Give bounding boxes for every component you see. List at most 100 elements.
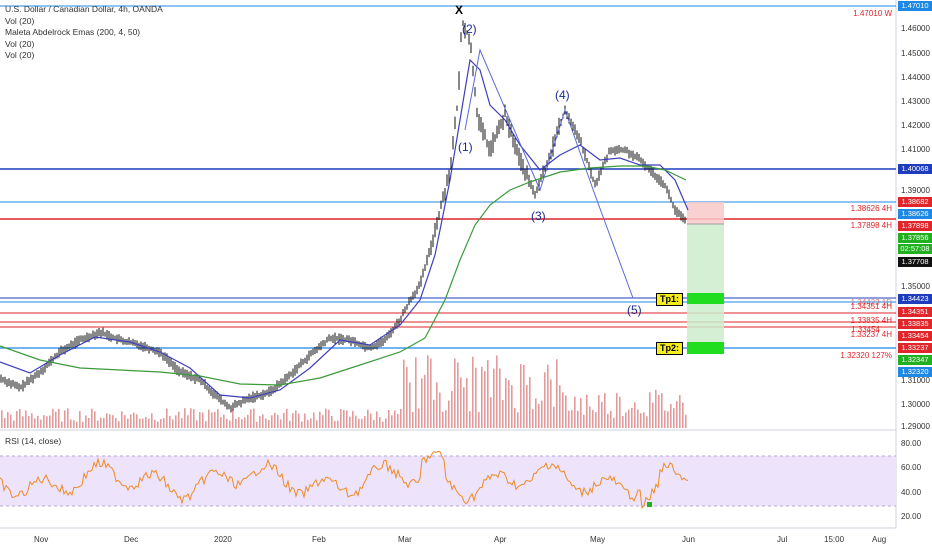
price-tick: 1.35000 xyxy=(901,282,930,291)
volume-bar xyxy=(139,418,141,428)
volume-bar xyxy=(25,410,27,428)
volume-bar xyxy=(517,412,519,428)
volume-bar xyxy=(1,410,3,428)
volume-bar xyxy=(658,395,660,428)
volume-bar xyxy=(34,418,36,428)
volume-bar xyxy=(253,408,255,428)
volume-bar xyxy=(370,413,372,428)
volume-bar xyxy=(379,417,381,428)
volume-bar xyxy=(244,417,246,428)
volume-bar xyxy=(490,397,492,428)
volume-bar xyxy=(568,410,570,428)
volume-bar xyxy=(196,420,198,428)
symbol-title[interactable]: U.S. Dollar / Canadian Dollar, 4h, OANDA xyxy=(5,4,163,14)
volume-bar xyxy=(478,412,480,428)
time-tick: May xyxy=(590,535,606,544)
time-tick: Aug xyxy=(872,535,887,544)
volume-bar xyxy=(58,408,60,428)
price-tick: 1.43000 xyxy=(901,97,930,106)
volume-bar xyxy=(304,413,306,428)
volume-bar xyxy=(172,419,174,428)
volume-bar xyxy=(46,416,48,428)
volume-bar xyxy=(598,395,600,428)
volume-bar xyxy=(277,414,279,428)
volume-bar xyxy=(667,411,669,428)
volume-bar xyxy=(301,421,303,428)
price-badge: 1.37898 xyxy=(898,221,932,231)
time-tick: 15:00 xyxy=(824,535,845,544)
volume-bar xyxy=(109,414,111,428)
volume-bar xyxy=(397,413,399,428)
volume-bar xyxy=(325,408,327,428)
volume-bar xyxy=(16,411,18,428)
volume-bar xyxy=(436,382,438,428)
volume-bar xyxy=(10,414,12,428)
rsi-title[interactable]: RSI (14, close) xyxy=(5,436,62,446)
volume-bar xyxy=(67,408,69,428)
volume-bar xyxy=(523,364,525,428)
price-badge: 1.33454 xyxy=(898,331,932,341)
volume-bar xyxy=(484,371,486,428)
volume-bar xyxy=(601,401,603,428)
volume-bar xyxy=(337,420,339,428)
volume-bar xyxy=(529,377,531,428)
volume-bar xyxy=(571,410,573,428)
volume-bar xyxy=(229,420,231,428)
volume-bar xyxy=(415,357,417,428)
indicator-vol-2[interactable]: Vol (20) xyxy=(5,38,35,49)
label-l3: 1.34351 4H xyxy=(850,302,892,311)
volume-bar xyxy=(40,419,42,428)
wave-3-label: (3) xyxy=(531,209,546,223)
price-badge: 1.38626 xyxy=(898,209,932,219)
indicator-emas[interactable]: Maleta Abdelrock Emas (200, 4, 50) xyxy=(5,27,141,37)
volume-bar xyxy=(481,366,483,428)
volume-bar xyxy=(289,420,291,428)
volume-bar xyxy=(76,421,78,428)
countdown-badge: 02:57:08 xyxy=(898,244,932,254)
volume-bar xyxy=(283,412,285,428)
indicator-vol-1[interactable]: Vol (20) xyxy=(5,15,35,26)
wave-1-label: (1) xyxy=(458,140,473,154)
tp2-label: Tp2: xyxy=(656,342,683,355)
volume-bar xyxy=(133,412,135,428)
price-tick: 1.42000 xyxy=(901,121,930,130)
volume-bar xyxy=(547,364,549,428)
volume-bar xyxy=(175,415,177,428)
volume-bar xyxy=(559,385,561,428)
label-l1: 1.38626 4H xyxy=(850,204,892,213)
volume-bar xyxy=(118,421,120,428)
volume-bar xyxy=(433,399,435,428)
volume-bar xyxy=(622,415,624,428)
volume-bar xyxy=(673,408,675,428)
label-l5: 1.33454 xyxy=(851,325,880,334)
volume-bar xyxy=(514,407,516,428)
volume-bar xyxy=(199,412,201,428)
wave-path xyxy=(464,48,634,299)
volume-bar xyxy=(520,364,522,428)
volume-bar xyxy=(223,414,225,428)
indicator-vol-3[interactable]: Vol (20) xyxy=(5,50,35,60)
volume-bar xyxy=(88,417,90,428)
volume-bar xyxy=(367,409,369,428)
label-l2: 1.37898 4H xyxy=(850,221,892,230)
volume-bar xyxy=(154,420,156,428)
volume-bar xyxy=(82,421,84,428)
volume-bar xyxy=(388,409,390,428)
volume-bar xyxy=(427,355,429,428)
volume-bar xyxy=(328,409,330,428)
ema-fast xyxy=(0,58,689,399)
volume-bar xyxy=(13,420,15,428)
volume-bar xyxy=(349,416,351,428)
volume-bar xyxy=(136,414,138,428)
volume-bar xyxy=(640,413,642,428)
volume-bar xyxy=(211,412,213,428)
volume-bar xyxy=(682,402,684,428)
volume-bar xyxy=(190,408,192,428)
volume-bar xyxy=(28,416,30,428)
wave-4-label: (4) xyxy=(555,88,570,102)
time-tick: Jul xyxy=(777,535,788,544)
volume-bar xyxy=(112,415,114,428)
volume-bar xyxy=(421,378,423,428)
volume-bar xyxy=(457,362,459,428)
